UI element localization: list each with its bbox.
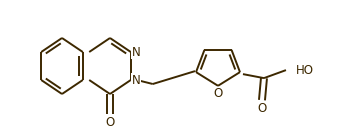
Text: N: N xyxy=(132,74,141,86)
Text: O: O xyxy=(105,116,115,128)
Text: O: O xyxy=(257,102,267,115)
Text: HO: HO xyxy=(296,64,314,77)
Text: N: N xyxy=(132,46,141,58)
Text: O: O xyxy=(213,87,222,100)
